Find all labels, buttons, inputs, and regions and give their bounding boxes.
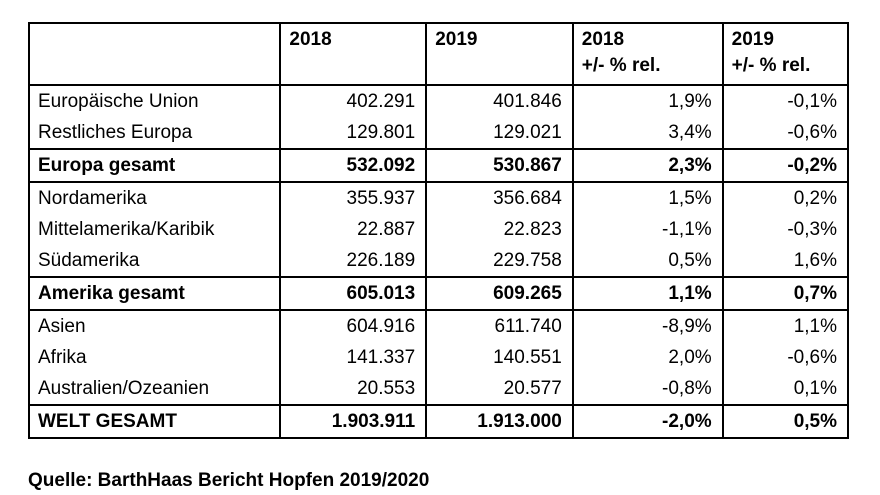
table-row: Australien/Ozeanien 20.553 20.577 -0,8% 0,1% [27, 373, 848, 405]
total-row: WELT GESAMT 1.903.911 1.913.000 -2,0% 0,5% [27, 404, 848, 438]
value-2018-cell: 141.337 [279, 342, 427, 373]
rel-2018-cell: -1,1% [571, 214, 723, 245]
hop-production-table: 2018 2019 2018 +/- % rel. 2019 +/- % rel… [27, 22, 849, 439]
rel-2018-cell: 3,4% [571, 117, 723, 149]
value-2018-cell: 604.916 [279, 309, 427, 342]
header-2019-rel-line2: +/- % rel. [731, 55, 811, 76]
header-2018: 2018 [279, 23, 427, 86]
source-note: Quelle: BarthHaas Bericht Hopfen 2019/20… [28, 470, 430, 491]
rel-2019-cell: 1,6% [721, 245, 848, 277]
header-region-blank [27, 23, 281, 86]
row-label-cell: Südamerika [27, 245, 281, 277]
rel-2019-cell: 1,1% [721, 309, 848, 342]
value-2019-cell: 609.265 [425, 276, 573, 310]
row-label-cell: Europäische Union [27, 85, 281, 117]
table-body: Europäische Union 402.291 401.846 1,9% -0,1%… [27, 85, 848, 438]
value-2018-cell: 1.903.911 [279, 404, 427, 438]
value-2019-cell: 140.551 [425, 342, 573, 373]
value-2019-cell: 129.021 [425, 117, 573, 149]
rel-2019-cell: -0,6% [721, 117, 848, 149]
header-2019: 2019 [425, 23, 573, 86]
value-2018-cell: 22.887 [279, 214, 427, 245]
header-2019-rel: 2019 +/- % rel. [721, 23, 848, 86]
rel-2019-cell: 0,7% [721, 276, 848, 310]
value-2019-cell: 611.740 [425, 309, 573, 342]
header-2018-rel: 2018 +/- % rel. [571, 23, 723, 86]
value-2019-cell: 530.867 [425, 148, 573, 182]
rel-2018-cell: 0,5% [571, 245, 723, 277]
rel-2018-cell: 2,0% [571, 342, 723, 373]
rel-2018-cell: 1,9% [571, 85, 723, 117]
row-label-cell: Australien/Ozeanien [27, 373, 281, 405]
table-row: Europäische Union 402.291 401.846 1,9% -0,1% [27, 85, 848, 117]
value-2018-cell: 402.291 [279, 85, 427, 117]
header-2018-line1: 2018 [289, 29, 332, 50]
table-row: Mittelamerika/Karibik 22.887 22.823 -1,1% -0… [27, 214, 848, 245]
rel-2018-cell: 2,3% [571, 148, 723, 182]
value-2019-cell: 401.846 [425, 85, 573, 117]
value-2019-cell: 356.684 [425, 181, 573, 214]
value-2019-cell: 1.913.000 [425, 404, 573, 438]
value-2019-cell: 22.823 [425, 214, 573, 245]
rel-2018-cell: 1,5% [571, 181, 723, 214]
table-row: Restliches Europa 129.801 129.021 3,4% -0,6% [27, 117, 848, 149]
header-row: 2018 2019 2018 +/- % rel. 2019 +/- % rel… [27, 23, 848, 86]
total-row: Amerika gesamt 605.013 609.265 1,1% 0,7% [27, 276, 848, 310]
rel-2019-cell: -0,3% [721, 214, 848, 245]
value-2018-cell: 532.092 [279, 148, 427, 182]
rel-2018-cell: 1,1% [571, 276, 723, 310]
row-label-cell: Mittelamerika/Karibik [27, 214, 281, 245]
rel-2019-cell: 0,2% [721, 181, 848, 214]
row-label-cell: WELT GESAMT [27, 404, 281, 438]
rel-2018-cell: -0,8% [571, 373, 723, 405]
table-row: Afrika 141.337 140.551 2,0% -0,6% [27, 342, 848, 373]
value-2019-cell: 229.758 [425, 245, 573, 277]
header-2018-rel-line2: +/- % rel. [581, 55, 661, 76]
rel-2018-cell: -8,9% [571, 309, 723, 342]
row-label-cell: Nordamerika [27, 181, 281, 214]
row-label-cell: Europa gesamt [27, 148, 281, 182]
header-2019-line1: 2019 [435, 29, 478, 50]
row-label-cell: Amerika gesamt [27, 276, 281, 310]
header-2019-rel-line1: 2019 [731, 29, 774, 50]
rel-2019-cell: -0,1% [721, 85, 848, 117]
row-label-cell: Afrika [27, 342, 281, 373]
value-2018-cell: 20.553 [279, 373, 427, 405]
value-2018-cell: 605.013 [279, 276, 427, 310]
rel-2019-cell: -0,6% [721, 342, 848, 373]
value-2019-cell: 20.577 [425, 373, 573, 405]
value-2018-cell: 129.801 [279, 117, 427, 149]
table-row: Asien 604.916 611.740 -8,9% 1,1% [27, 309, 848, 342]
row-label-cell: Restliches Europa [27, 117, 281, 149]
rel-2019-cell: 0,1% [721, 373, 848, 405]
value-2018-cell: 355.937 [279, 181, 427, 214]
row-label-cell: Asien [27, 309, 281, 342]
value-2018-cell: 226.189 [279, 245, 427, 277]
table-row: Südamerika 226.189 229.758 0,5% 1,6% [27, 245, 848, 277]
rel-2019-cell: -0,2% [721, 148, 848, 182]
rel-2019-cell: 0,5% [721, 404, 848, 438]
rel-2018-cell: -2,0% [571, 404, 723, 438]
header-2018-rel-line1: 2018 [581, 29, 625, 50]
total-row: Europa gesamt 532.092 530.867 2,3% -0,2% [27, 148, 848, 182]
table-row: Nordamerika 355.937 356.684 1,5% 0,2% [27, 181, 848, 214]
